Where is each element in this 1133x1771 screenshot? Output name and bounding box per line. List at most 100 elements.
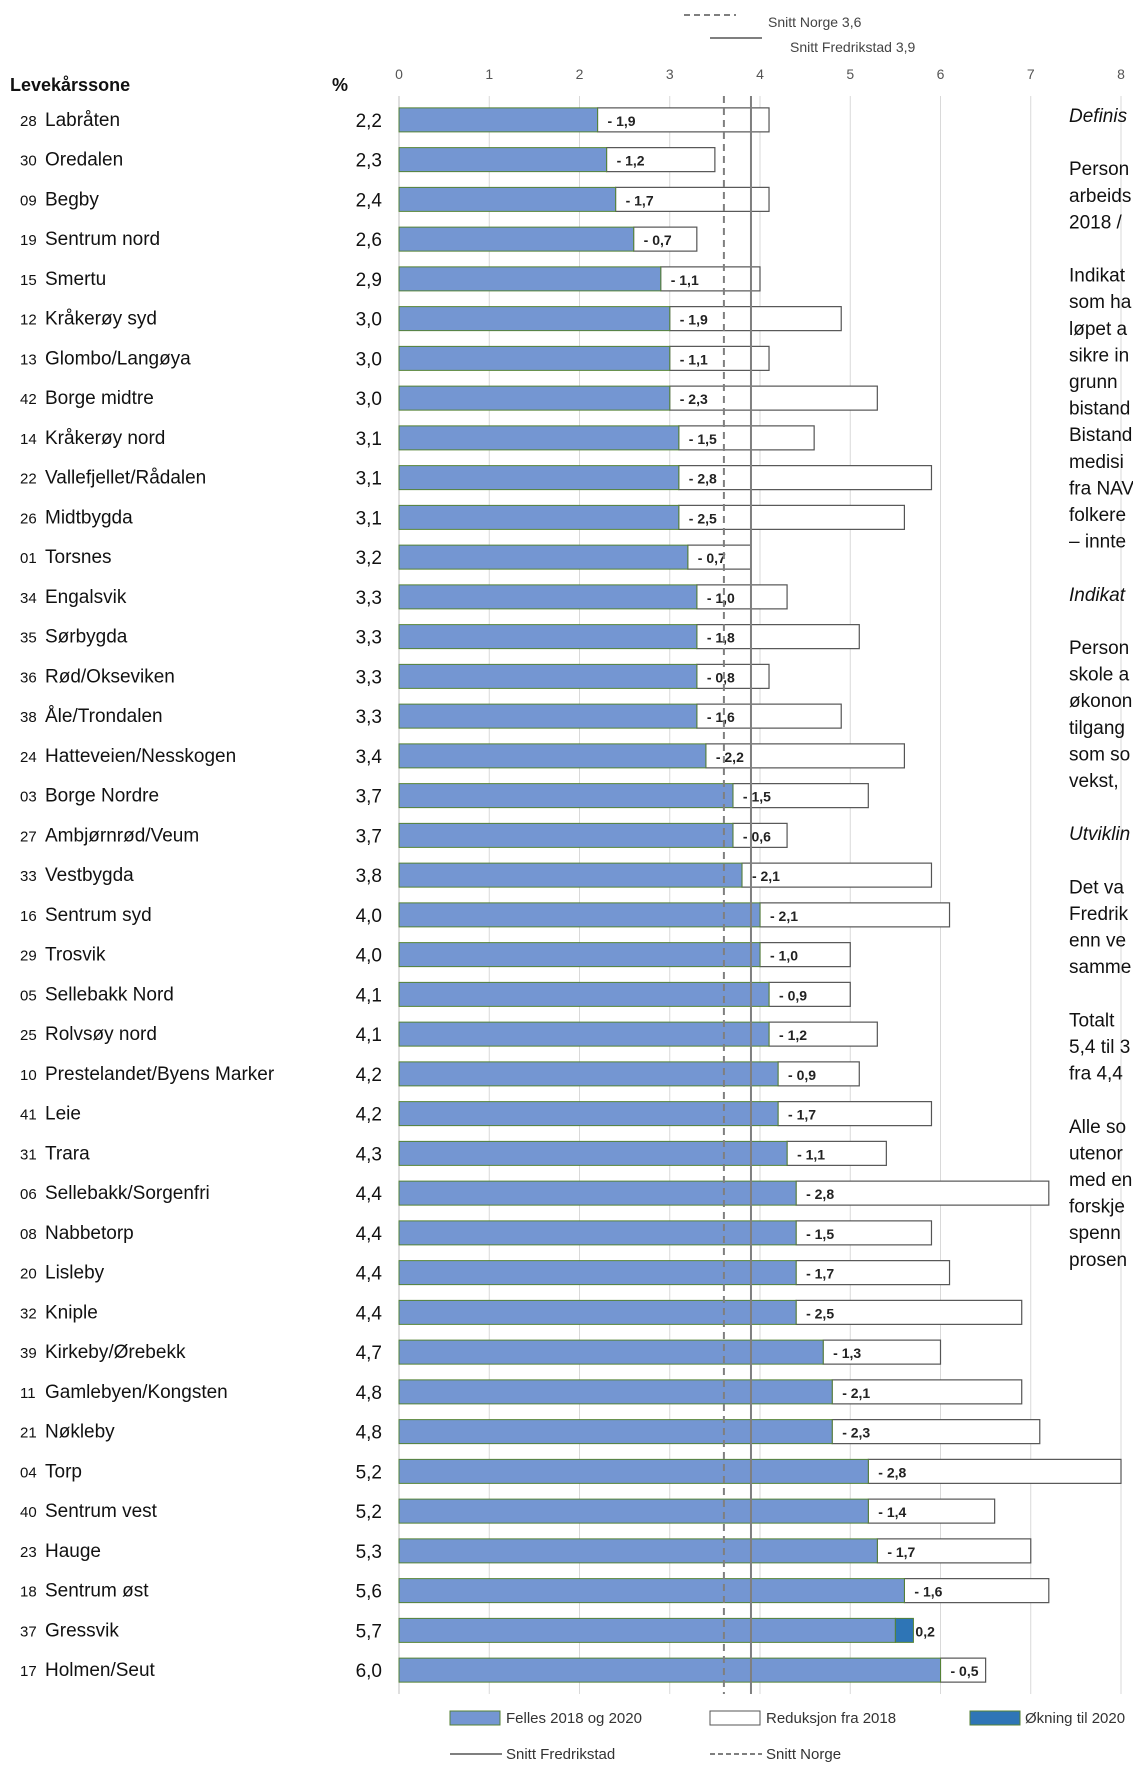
bar-row: 20 Lisleby 4,4 - 1,7 [20, 1260, 951, 1286]
zone-name: Sentrum vest [45, 1501, 158, 1522]
zone-code: 30 [20, 153, 37, 170]
bar-row: 33 Vestbygda 3,8 - 2,1 [20, 862, 933, 888]
bar-row: 12 Kråkerøy syd 3,0 - 1,9 [20, 306, 842, 332]
x-tick-label: 6 [937, 66, 945, 82]
zone-pct: 3,1 [356, 508, 382, 529]
side-text-line: forskje [1069, 1197, 1125, 1218]
zone-name: Borge Nordre [45, 786, 159, 807]
reduction-bar [669, 306, 842, 332]
zone-pct: 4,8 [356, 1423, 382, 1444]
zone-name: Sentrum øst [45, 1581, 149, 1602]
reduction-bar [669, 385, 878, 411]
common-bar [398, 1021, 770, 1047]
zone-pct: 3,1 [356, 469, 382, 490]
zone-name: Sentrum syd [45, 905, 152, 926]
zone-name: Rød/Okseviken [45, 666, 175, 687]
zone-name: Begby [45, 189, 99, 210]
reduction-bar [795, 1180, 1050, 1206]
bar-row: 28 Labråten 2,2 - 1,9 [20, 107, 770, 133]
zone-name: Sørbygda [45, 627, 128, 648]
zone-name: Trara [45, 1143, 90, 1164]
change-label: - 0,7 [644, 232, 672, 248]
reduction-bar [777, 1061, 860, 1087]
zone-code: 19 [20, 232, 37, 249]
zone-name: Vestbygda [45, 865, 134, 886]
reduction-bar [660, 266, 761, 292]
zone-pct: 3,0 [356, 389, 382, 410]
zone-code: 16 [20, 908, 37, 925]
bar-row: 36 Rød/Okseviken 3,3 - 0,8 [20, 663, 770, 689]
zone-pct: 2,4 [356, 190, 383, 211]
zone-pct: 3,2 [356, 548, 382, 569]
common-bar [398, 1260, 797, 1286]
common-bar [398, 465, 680, 491]
zone-name: Prestelandet/Byens Marker [45, 1064, 275, 1085]
zone-code: 10 [20, 1067, 37, 1084]
bar-row: 29 Trosvik 4,0 - 1,0 [20, 942, 851, 968]
reduction-bar [696, 703, 842, 729]
zone-code: 25 [20, 1027, 37, 1044]
common-bar [398, 1379, 833, 1405]
reduction-bar [678, 465, 933, 491]
value-header: % [332, 75, 348, 95]
change-label: - 2,1 [842, 1385, 870, 1401]
bar-row: 38 Åle/Trondalen 3,3 - 1,6 [20, 703, 842, 729]
zone-name: Engalsvik [45, 587, 127, 608]
common-bar [398, 186, 617, 212]
bar-row: 31 Trara 4,3 - 1,1 [20, 1140, 887, 1166]
zone-pct: 4,2 [356, 1105, 382, 1126]
zone-code: 33 [20, 868, 37, 885]
zone-pct: 3,8 [356, 866, 382, 887]
change-label: - 2,3 [680, 391, 708, 407]
zone-pct: 4,4 [356, 1224, 383, 1245]
side-text-line: Indikat [1069, 266, 1126, 287]
zone-code: 05 [20, 987, 37, 1004]
zone-name: Hauge [45, 1541, 101, 1562]
change-label: - 1,7 [806, 1266, 834, 1282]
reduction-bar [795, 1220, 933, 1246]
common-bar [398, 1419, 833, 1445]
bar-row: 27 Ambjørnrød/Veum 3,7 - 0,6 [20, 822, 788, 848]
common-bar [398, 1458, 869, 1484]
zone-name: Kniple [45, 1302, 98, 1323]
common-bar [398, 1299, 797, 1325]
zone-code: 01 [20, 550, 37, 567]
side-text-line: fra NAV [1069, 478, 1133, 499]
category-header: Levekårssone [10, 75, 130, 95]
change-label: - 0,9 [779, 987, 807, 1003]
zone-name: Sentrum nord [45, 229, 160, 250]
reduction-bar [939, 1657, 987, 1683]
zone-pct: 3,0 [356, 349, 382, 370]
change-label: - 1,5 [743, 789, 771, 805]
zone-name: Glombo/Langøya [45, 348, 191, 369]
zone-code: 11 [20, 1385, 36, 1402]
zone-code: 22 [20, 471, 37, 488]
bar-row: 42 Borge midtre 3,0 - 2,3 [20, 385, 878, 411]
common-bar [398, 1657, 941, 1683]
side-text-line: sikre in [1069, 345, 1129, 366]
change-label: - 1,6 [707, 709, 735, 725]
zone-name: Rolvsøy nord [45, 1024, 157, 1045]
zone-pct: 4,0 [356, 906, 382, 927]
x-tick-label: 7 [1027, 66, 1035, 82]
change-label: - 1,2 [617, 153, 645, 169]
zone-pct: 3,3 [356, 588, 382, 609]
zone-code: 32 [20, 1305, 37, 1322]
change-label: - 1,7 [887, 1544, 915, 1560]
bar-row: 39 Kirkeby/Ørebekk 4,7 - 1,3 [20, 1339, 942, 1365]
bar-row: 32 Kniple 4,4 - 2,5 [20, 1299, 1023, 1325]
side-text-line: prosen [1069, 1250, 1127, 1271]
legend-common-label: Felles 2018 og 2020 [506, 1710, 642, 1727]
change-label: - 2,1 [752, 868, 780, 884]
x-tick-label: 3 [666, 66, 674, 82]
reduction-bar [795, 1260, 951, 1286]
side-text-line: Alle so [1069, 1117, 1126, 1138]
change-label: - 2,5 [689, 510, 717, 526]
change-label: - 2,3 [842, 1425, 870, 1441]
common-bar [398, 862, 743, 888]
side-text-line: folkere [1069, 505, 1126, 526]
common-bar [398, 1498, 869, 1524]
bar-row: 09 Begby 2,4 - 1,7 [20, 186, 770, 212]
common-bar [398, 1538, 878, 1564]
change-label: - 1,3 [833, 1345, 861, 1361]
